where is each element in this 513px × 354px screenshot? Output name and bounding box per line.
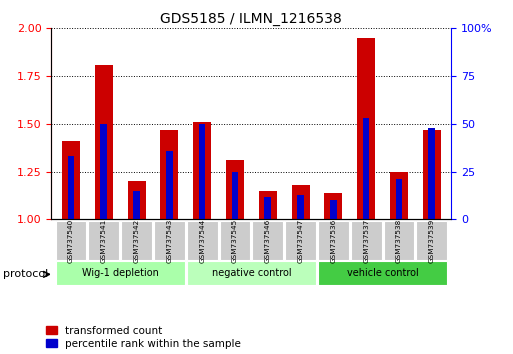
FancyBboxPatch shape (318, 261, 447, 285)
Bar (232, 172, 238, 219)
Text: GSM737544: GSM737544 (199, 218, 205, 263)
Bar (298, 195, 304, 219)
Bar (95, 65, 113, 219)
Text: GSM737536: GSM737536 (330, 218, 337, 263)
FancyBboxPatch shape (384, 221, 415, 260)
FancyBboxPatch shape (55, 221, 86, 260)
Text: GSM737542: GSM737542 (133, 218, 140, 263)
Bar (363, 118, 369, 219)
Bar (101, 124, 107, 219)
FancyBboxPatch shape (351, 221, 382, 260)
Bar (428, 128, 435, 219)
Text: Wig-1 depletion: Wig-1 depletion (82, 268, 159, 278)
Text: GSM737539: GSM737539 (429, 218, 435, 263)
Bar (199, 124, 205, 219)
Bar (166, 151, 173, 219)
Bar (357, 38, 375, 219)
Bar (133, 191, 140, 219)
Bar (62, 141, 80, 219)
Text: GSM737546: GSM737546 (265, 218, 271, 263)
Text: GSM737541: GSM737541 (101, 218, 107, 263)
Title: GDS5185 / ILMN_1216538: GDS5185 / ILMN_1216538 (161, 12, 342, 26)
Bar (291, 185, 309, 219)
FancyBboxPatch shape (187, 261, 316, 285)
FancyBboxPatch shape (187, 221, 218, 260)
Text: protocol: protocol (3, 269, 48, 279)
Bar (390, 172, 408, 219)
Legend: transformed count, percentile rank within the sample: transformed count, percentile rank withi… (46, 326, 241, 349)
Text: GSM737543: GSM737543 (166, 218, 172, 263)
Bar (265, 196, 271, 219)
Bar (330, 200, 337, 219)
FancyBboxPatch shape (154, 221, 185, 260)
Bar (324, 193, 342, 219)
Text: GSM737540: GSM737540 (68, 218, 74, 263)
Text: negative control: negative control (211, 268, 291, 278)
Bar (68, 156, 74, 219)
Text: GSM737545: GSM737545 (232, 218, 238, 263)
Bar (128, 181, 146, 219)
Text: GSM737547: GSM737547 (298, 218, 304, 263)
Bar (396, 179, 402, 219)
FancyBboxPatch shape (252, 221, 283, 260)
Bar (259, 191, 277, 219)
Bar (423, 130, 441, 219)
FancyBboxPatch shape (220, 221, 250, 260)
Text: GSM737537: GSM737537 (363, 218, 369, 263)
FancyBboxPatch shape (88, 221, 119, 260)
Bar (226, 160, 244, 219)
Bar (193, 122, 211, 219)
Bar (161, 130, 179, 219)
FancyBboxPatch shape (417, 221, 447, 260)
FancyBboxPatch shape (121, 221, 152, 260)
Text: vehicle control: vehicle control (347, 268, 419, 278)
FancyBboxPatch shape (55, 261, 185, 285)
FancyBboxPatch shape (285, 221, 316, 260)
FancyBboxPatch shape (318, 221, 349, 260)
Text: GSM737538: GSM737538 (396, 218, 402, 263)
